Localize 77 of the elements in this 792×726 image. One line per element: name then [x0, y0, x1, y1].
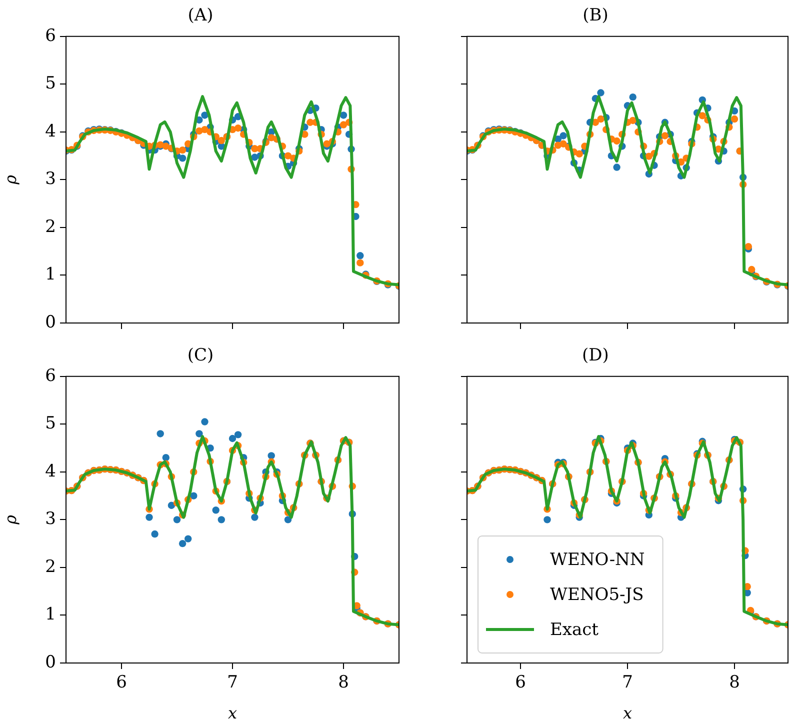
x-tick-label: 6: [515, 672, 526, 693]
y-tick-label: 3: [45, 509, 56, 530]
point: [748, 266, 756, 274]
x-axis-title: x: [622, 704, 632, 723]
point: [156, 430, 164, 438]
x-tick-label: 7: [227, 672, 238, 693]
chart-title: (A): [188, 6, 214, 26]
point: [162, 454, 170, 462]
legend-label: WENO-NN: [550, 550, 645, 570]
point: [234, 431, 242, 438]
point: [196, 430, 203, 438]
y-tick-label: 4: [45, 461, 56, 482]
y-tick-label: 6: [45, 366, 56, 386]
point: [356, 259, 364, 266]
y-tick-label: 2: [45, 556, 56, 577]
point: [234, 124, 242, 132]
chart-title: (D): [582, 346, 609, 366]
point: [146, 514, 153, 521]
point: [268, 452, 275, 460]
legend-label: Exact: [550, 620, 599, 640]
point: [340, 112, 348, 119]
point: [730, 115, 738, 123]
point: [218, 516, 225, 524]
y-tick-label: 2: [45, 216, 56, 237]
point: [201, 418, 208, 426]
chart-title: (B): [582, 6, 608, 26]
point: [544, 516, 551, 524]
point: [151, 530, 158, 538]
y-tick-label: 3: [45, 169, 56, 190]
point: [340, 121, 348, 128]
point: [228, 434, 236, 442]
point: [178, 146, 186, 154]
point: [168, 502, 176, 509]
point: [629, 93, 636, 101]
point: [218, 136, 225, 144]
point: [597, 115, 604, 123]
point: [560, 132, 567, 140]
y-tick-label: 6: [45, 26, 56, 46]
y-axis-title: ρ: [0, 174, 20, 186]
point: [597, 89, 604, 96]
point: [190, 492, 198, 500]
point: [613, 137, 620, 145]
y-tick-label: 5: [45, 414, 56, 434]
y-axis-title: ρ: [0, 514, 20, 526]
chart-title: (C): [187, 346, 214, 366]
point: [661, 132, 669, 140]
x-tick-label: 8: [338, 672, 349, 693]
point: [744, 242, 752, 250]
point: [284, 152, 292, 160]
legend-label: WENO5-JS: [550, 584, 644, 605]
point: [323, 140, 330, 148]
y-tick-label: 1: [45, 264, 56, 285]
point: [560, 140, 567, 148]
point: [178, 540, 186, 548]
point: [251, 514, 258, 521]
point: [629, 116, 636, 124]
y-tick-label: 0: [45, 312, 56, 332]
point: [184, 535, 192, 542]
y-tick-label: 1: [45, 604, 56, 625]
x-tick-label: 7: [622, 672, 633, 693]
point: [284, 516, 292, 524]
point: [356, 252, 364, 260]
y-tick-label: 4: [45, 121, 56, 142]
x-axis-title: x: [228, 704, 238, 723]
point: [613, 164, 620, 171]
x-tick-label: 6: [116, 672, 127, 693]
y-tick-label: 0: [45, 652, 56, 672]
point: [212, 506, 220, 514]
point: [162, 142, 170, 150]
point: [201, 112, 208, 119]
point: [576, 150, 583, 158]
point: [698, 112, 706, 120]
x-tick-label: 8: [729, 672, 740, 693]
point: [178, 154, 186, 162]
point: [201, 126, 208, 134]
y-tick-label: 5: [45, 74, 56, 94]
point: [173, 516, 181, 524]
